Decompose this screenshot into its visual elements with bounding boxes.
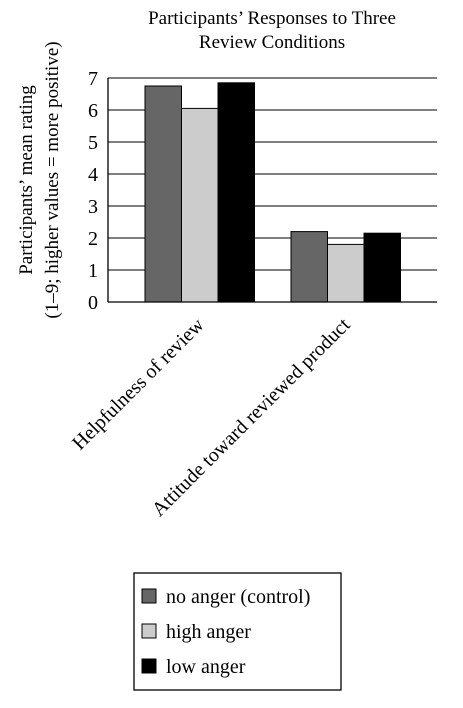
y-tick-label: 1 bbox=[88, 260, 98, 282]
bar-no-anger-control--0 bbox=[144, 85, 182, 303]
legend-label: low anger bbox=[166, 656, 246, 678]
y-tick-label: 4 bbox=[88, 164, 98, 186]
y-tick-label: 0 bbox=[88, 292, 98, 314]
y-tick-label: 7 bbox=[88, 68, 98, 90]
y-tick-labels: 0 1 2 3 4 5 6 7 bbox=[88, 68, 98, 314]
y-tick-label: 3 bbox=[88, 196, 98, 218]
legend-label: no anger (control) bbox=[166, 586, 310, 608]
y-tick-label: 5 bbox=[88, 132, 98, 154]
chart-title-line: Review Conditions bbox=[199, 32, 345, 53]
y-tick-label: 6 bbox=[88, 100, 98, 122]
chart-title-line: Participants’ Responses to Three bbox=[148, 8, 396, 29]
chart-title: Participants’ Responses to Three Review C… bbox=[148, 8, 396, 53]
legend-box bbox=[133, 572, 342, 691]
y-axis-label-line: (1–9; higher values = more positive) bbox=[42, 41, 63, 318]
x-tick-label: Helpfulness of review bbox=[68, 314, 209, 455]
bar-low-anger-1 bbox=[363, 232, 401, 303]
legend: no anger (control) high anger low anger bbox=[133, 572, 342, 691]
y-tick-label: 2 bbox=[88, 228, 98, 250]
bar-low-anger-0 bbox=[217, 82, 255, 303]
axes bbox=[107, 78, 437, 303]
legend-swatch bbox=[141, 658, 157, 674]
legend-swatch bbox=[141, 588, 157, 604]
bar-high-anger-1 bbox=[327, 243, 365, 303]
y-axis-label-line: Participants’ mean rating bbox=[16, 85, 37, 275]
bar-high-anger-0 bbox=[181, 107, 219, 303]
legend-swatch bbox=[141, 623, 157, 639]
legend-label: high anger bbox=[166, 621, 251, 643]
bar-no-anger-control--1 bbox=[290, 231, 328, 303]
bars bbox=[144, 82, 401, 303]
y-axis-label: Participants’ mean rating (1–9; higher va… bbox=[16, 41, 63, 318]
